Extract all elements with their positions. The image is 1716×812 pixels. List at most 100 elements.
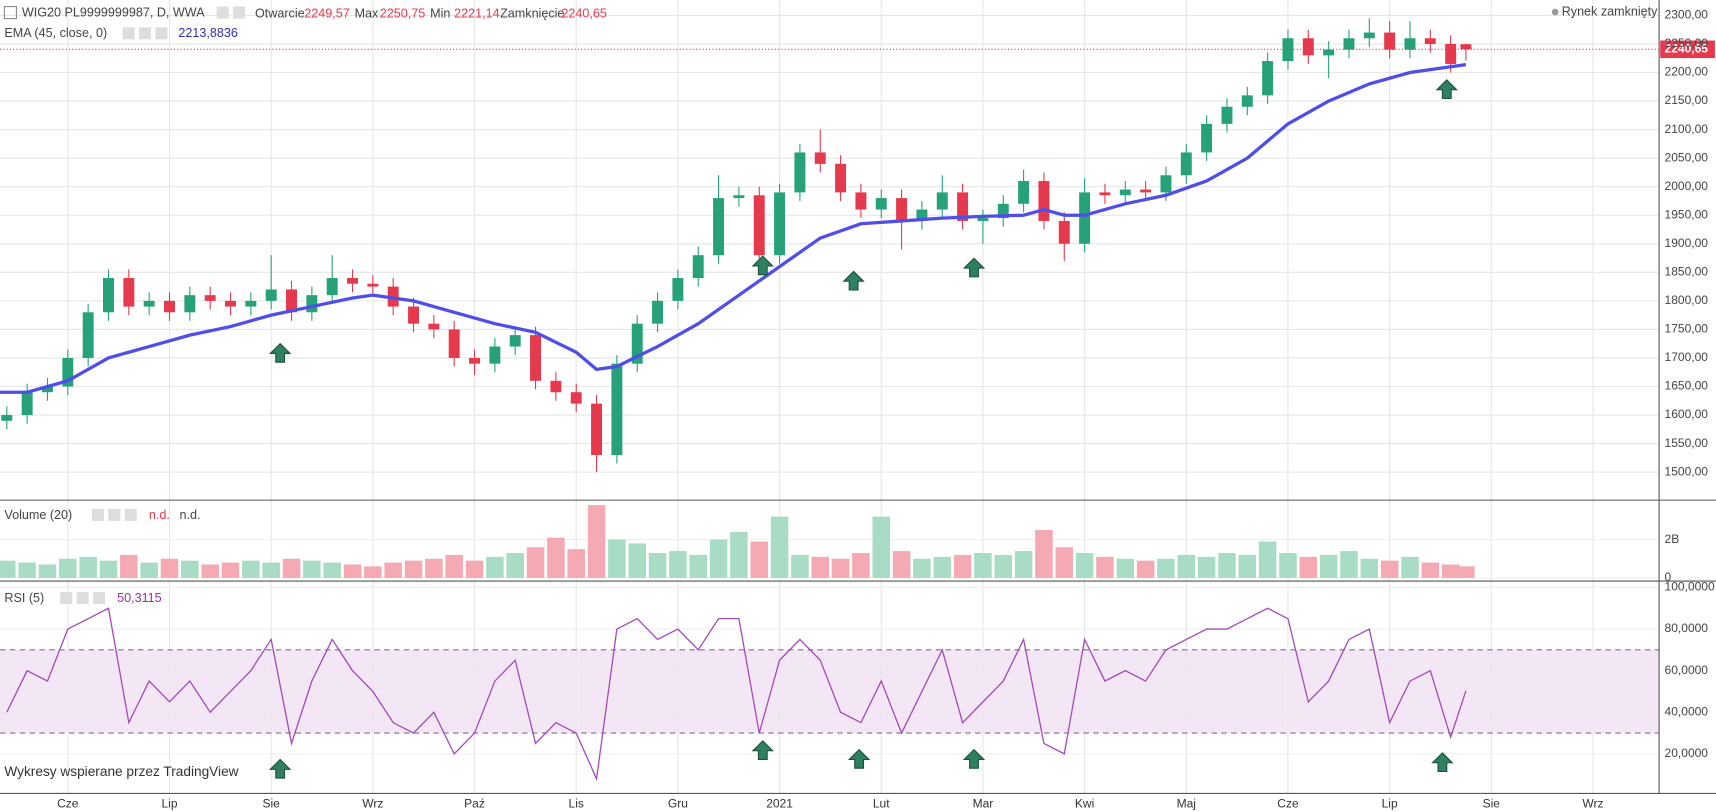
frame — [0, 0, 1716, 794]
candle-body — [448, 329, 460, 358]
candle-body — [1221, 106, 1233, 124]
icon[interactable] — [93, 592, 106, 605]
volume-bar — [770, 516, 789, 578]
volume-bar — [628, 543, 646, 578]
volume-bar — [1441, 564, 1460, 578]
candle-body — [957, 192, 969, 221]
icon[interactable] — [216, 6, 229, 19]
candle-body — [143, 300, 155, 307]
candle-body — [896, 198, 908, 221]
candle-body — [489, 346, 501, 364]
volume-bar — [1075, 552, 1094, 578]
volume-bar — [1258, 541, 1277, 578]
candle-body — [184, 295, 196, 313]
ohlc-label: Otwarcie — [255, 7, 305, 21]
signal-arrow — [268, 342, 292, 363]
volume-bar — [99, 560, 118, 578]
volume-bar — [59, 558, 77, 578]
volume-bar — [750, 541, 768, 578]
icon[interactable] — [138, 27, 152, 40]
volume-bar — [933, 556, 952, 578]
x-tick-label: Lip — [161, 797, 177, 811]
signal-arrow — [1431, 752, 1454, 773]
candle-body — [1119, 189, 1131, 196]
candle-body — [82, 312, 94, 358]
icon[interactable] — [124, 508, 137, 521]
volume-bar — [974, 552, 992, 578]
candle-body — [1460, 44, 1472, 50]
ohlc-value: 2221,14 — [454, 7, 499, 21]
icon[interactable] — [122, 27, 135, 40]
candle-body — [916, 209, 928, 221]
x-tick-label: Cze — [1277, 797, 1299, 811]
candle-body — [1363, 32, 1375, 39]
volume-bar — [425, 558, 443, 578]
y-tick-label: 2000,00 — [1665, 179, 1709, 193]
volume-bar — [1157, 558, 1175, 578]
volume-bar — [1136, 560, 1155, 578]
candle-body — [428, 323, 440, 330]
marks: 2240,65 — [0, 18, 1715, 782]
volume-bar — [1218, 552, 1236, 578]
icon[interactable] — [60, 592, 73, 605]
volume-bar — [1360, 558, 1379, 578]
volume-bar — [852, 552, 870, 578]
y-tick-label: 1850,00 — [1665, 264, 1709, 278]
candle-body — [1343, 38, 1355, 50]
volume-bar — [526, 547, 545, 578]
volume-bar — [547, 537, 565, 578]
x-tick-label: Sie — [1483, 797, 1501, 811]
volume-bar — [791, 554, 809, 578]
icon[interactable] — [233, 6, 246, 19]
candle-body — [550, 380, 562, 393]
candle-body — [977, 218, 989, 221]
ohlc-label: Min — [430, 7, 450, 21]
volume-bar — [1340, 551, 1358, 578]
candle-body — [774, 192, 786, 256]
rsi-band — [0, 649, 1660, 734]
volume-bar — [18, 562, 36, 578]
icon[interactable] — [155, 27, 168, 40]
candle-body — [997, 203, 1009, 219]
volume-bar — [1319, 554, 1338, 578]
icon[interactable] — [108, 508, 121, 521]
volume-bar — [0, 560, 16, 578]
ohlc-value: 2240,65 — [561, 7, 606, 21]
y-tick-label: 80,0000 — [1665, 621, 1709, 635]
y-tick-label: 2300,00 — [1665, 8, 1709, 22]
candle-body — [631, 323, 643, 364]
candle-body — [1018, 180, 1030, 204]
candle-body — [103, 278, 114, 313]
candle-body — [835, 163, 847, 193]
candle-body — [204, 295, 216, 301]
y-tick-label: 1600,00 — [1665, 407, 1709, 421]
indicator-value: 2213,8836 — [178, 26, 237, 40]
y-tick-label: 20,0000 — [1665, 746, 1709, 760]
signal-arrow — [1435, 79, 1458, 100]
icon[interactable] — [76, 592, 89, 605]
volume-bar — [1380, 560, 1399, 578]
icon[interactable] — [91, 508, 104, 521]
volume-bar — [1279, 552, 1297, 578]
indicator-value: 50,3115 — [117, 591, 162, 605]
candle-body — [733, 195, 745, 199]
volume-bar — [465, 560, 484, 578]
x-tick-label: Sie — [262, 797, 280, 811]
icon[interactable] — [3, 6, 17, 20]
volume-bar — [262, 562, 280, 578]
y-tick-label: 1800,00 — [1665, 293, 1709, 307]
volume-bar — [1401, 556, 1419, 578]
volume-bar — [506, 552, 524, 578]
y-tick-label: 2100,00 — [1665, 122, 1709, 136]
volume-bar — [1096, 556, 1114, 578]
x-tick-label: Maj — [1177, 797, 1196, 811]
candle-body — [1038, 180, 1050, 221]
volume-bar — [831, 558, 850, 578]
y-tick-label: 1950,00 — [1665, 207, 1709, 221]
y-tick-label: 1900,00 — [1665, 236, 1709, 250]
ohlc-label: Zamknięcie — [500, 7, 564, 21]
candle-body — [692, 255, 704, 279]
x-tick-label: Cze — [57, 797, 79, 811]
y-tick-label: 1500,00 — [1665, 464, 1709, 478]
